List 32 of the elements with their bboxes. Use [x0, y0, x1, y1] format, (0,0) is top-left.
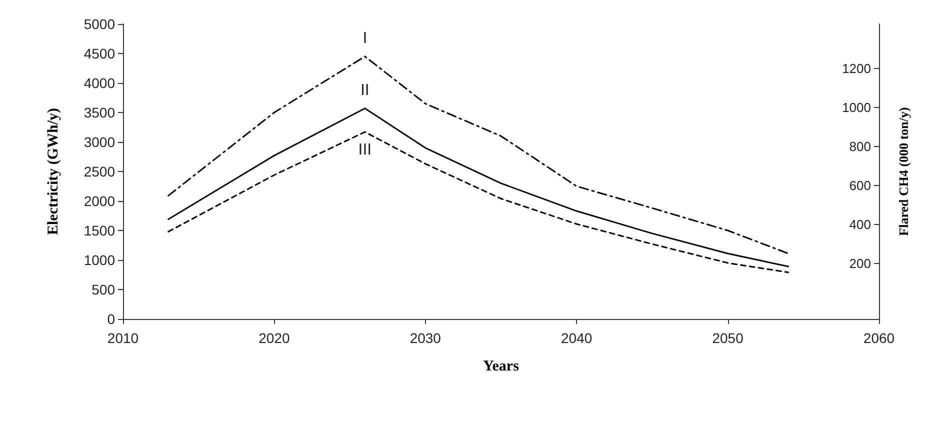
y-tick-label: 5000 [84, 16, 116, 32]
y2-tick-label: 1200 [842, 60, 871, 76]
y2-tick-label: 600 [849, 178, 871, 193]
y2-axis-title: Flared CH4 (000 ton/y) [896, 107, 911, 236]
x-tick-label: 2030 [410, 330, 442, 346]
x-axis-title: Years [483, 358, 520, 374]
y-tick-label: 3000 [84, 134, 116, 150]
y-tick-label: 1500 [84, 222, 116, 238]
x-tick-label: 2060 [863, 330, 895, 346]
y2-tick-label: 400 [849, 216, 871, 232]
line-series [168, 56, 790, 254]
y2-tick-label: 200 [849, 256, 871, 271]
x-tick-label: 2040 [561, 330, 592, 346]
series-label: I [362, 30, 368, 47]
series-label: II [360, 82, 370, 99]
y2-tick-label: 800 [849, 138, 871, 154]
y-tick-label: 2500 [84, 164, 116, 180]
y-tick-label: 3500 [84, 104, 116, 120]
y-tick-label: 0 [107, 311, 116, 327]
y-tick-label: 4500 [84, 46, 116, 62]
x-tick-label: 2020 [258, 330, 290, 346]
y-tick-label: 500 [92, 282, 116, 298]
y-tick-label: 2000 [84, 193, 116, 209]
x-tick-label: 2050 [712, 330, 744, 346]
y-tick-label: 1000 [84, 252, 116, 268]
x-tick-label: 2010 [107, 330, 139, 346]
series-label: III [358, 141, 372, 158]
y-axis-title: Electricity (GWh/y) [46, 108, 62, 236]
y2-tick-label: 1000 [842, 100, 871, 115]
line-series [168, 108, 790, 268]
line-series [168, 131, 790, 274]
y-tick-label: 4000 [84, 75, 116, 91]
